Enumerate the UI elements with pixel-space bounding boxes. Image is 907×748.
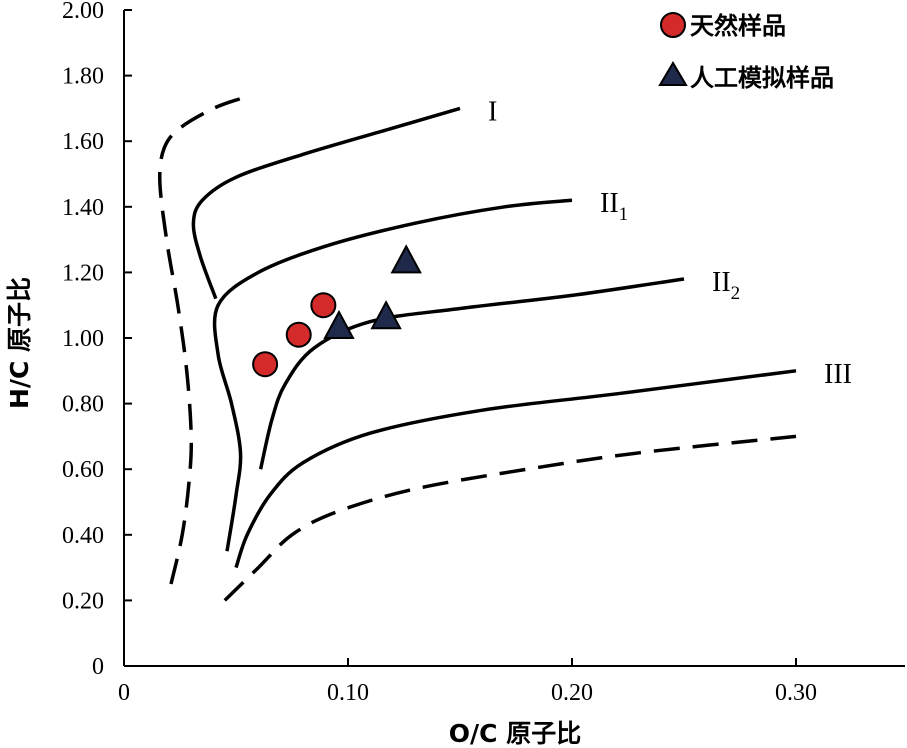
boundary-dashed-curve <box>223 434 797 602</box>
y-tick-label: 1.60 <box>62 129 104 155</box>
legend: 天然样品 人工模拟样品 <box>658 12 834 92</box>
curve-label: III <box>824 359 852 390</box>
x-tick-label: 0.30 <box>775 680 817 706</box>
y-axis-title: H/C 原子比 <box>5 277 34 409</box>
curve-label: I <box>488 96 497 127</box>
y-tick-label: 0.80 <box>62 392 104 418</box>
y-tick-label: 2.00 <box>62 0 104 24</box>
y-tick-label: 0.20 <box>62 588 104 614</box>
evolution-curve <box>258 277 685 470</box>
curve-label-subscript: 1 <box>619 204 629 225</box>
x-tick-label: 0.10 <box>327 680 369 706</box>
legend-label-simulated: 人工模拟样品 <box>690 64 834 92</box>
boundary-dashed-curve <box>158 96 242 585</box>
y-tick-label: 1.40 <box>62 195 104 221</box>
curve-label: II2 <box>712 267 740 304</box>
natural-sample-point <box>252 351 279 378</box>
simulated-sample-point <box>370 300 402 330</box>
simulated-sample-point <box>390 244 422 274</box>
legend-label-natural: 天然样品 <box>690 12 786 40</box>
evolution-curve <box>191 106 461 300</box>
axes-layer <box>123 10 905 667</box>
x-axis-title: O/C 原子比 <box>449 719 581 748</box>
y-tick-label: 0 <box>92 654 104 680</box>
x-tick-label: 0 <box>118 680 130 706</box>
natural-sample-point <box>285 321 312 348</box>
evolution-curve <box>212 198 573 552</box>
natural-sample-point <box>310 292 337 319</box>
legend-marker-natural <box>660 12 686 38</box>
points-layer <box>252 244 422 378</box>
ticks-layer: 0 0.20 0.40 0.60 0.80 1.00 1.20 1.40 1.60 1.80 2.0… <box>62 0 817 706</box>
curves-layer: I II1 II2 III <box>158 96 852 602</box>
y-tick-label: 0.60 <box>62 457 104 483</box>
x-tick-label: 0.20 <box>551 680 593 706</box>
curve-label-subscript: 2 <box>731 283 741 304</box>
legend-marker-simulated <box>658 61 688 86</box>
simulated-sample-point <box>323 309 355 339</box>
y-tick-label: 1.20 <box>62 260 104 286</box>
curve-label: II1 <box>600 188 628 225</box>
y-tick-label: 1.00 <box>62 326 104 352</box>
y-tick-label: 0.40 <box>62 523 104 549</box>
evolution-curve <box>234 369 797 569</box>
y-tick-label: 1.80 <box>62 64 104 90</box>
